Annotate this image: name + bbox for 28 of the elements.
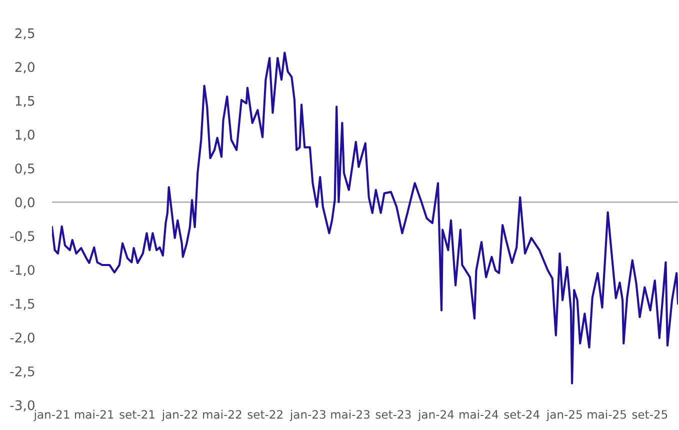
x-tick-label: set-23 bbox=[376, 410, 411, 419]
x-tick-label: mai-25 bbox=[588, 410, 626, 419]
y-tick-label: -1,5 bbox=[10, 298, 34, 310]
x-tick-label: jan-23 bbox=[290, 410, 326, 422]
x-tick-label: mai-22 bbox=[203, 410, 242, 419]
line-series bbox=[52, 52, 678, 384]
x-tick-label: set-22 bbox=[248, 410, 282, 419]
y-tick-label: 2,5 bbox=[15, 28, 34, 40]
x-tick-label: jan-25 bbox=[546, 410, 582, 422]
x-tick-label: jan-21 bbox=[34, 410, 70, 422]
x-tick-label: set-24 bbox=[504, 410, 540, 419]
y-tick-label: -2,5 bbox=[10, 366, 34, 378]
y-tick-label: 2,0 bbox=[15, 62, 34, 74]
y-tick-label: 1,5 bbox=[16, 96, 34, 108]
y-tick-label: 1,0 bbox=[16, 130, 34, 141]
x-tick-label: mai-23 bbox=[331, 410, 370, 419]
x-tick-label: set-21 bbox=[120, 410, 154, 419]
y-tick-label: 0,5 bbox=[15, 163, 34, 175]
x-tick-label: set-25 bbox=[632, 410, 668, 419]
x-tick-label: jan-24 bbox=[418, 410, 454, 422]
y-tick-label: -0,5 bbox=[10, 231, 34, 242]
x-tick-label: mai-21 bbox=[74, 410, 114, 419]
x-tick-label: mai-24 bbox=[460, 410, 498, 419]
y-tick-label: 0,0 bbox=[15, 197, 34, 209]
y-tick-label: -1,0 bbox=[10, 264, 34, 276]
x-tick-label: jan-22 bbox=[162, 410, 198, 422]
y-tick-label: -3,0 bbox=[10, 400, 34, 412]
y-tick-label: -2,0 bbox=[10, 332, 34, 344]
